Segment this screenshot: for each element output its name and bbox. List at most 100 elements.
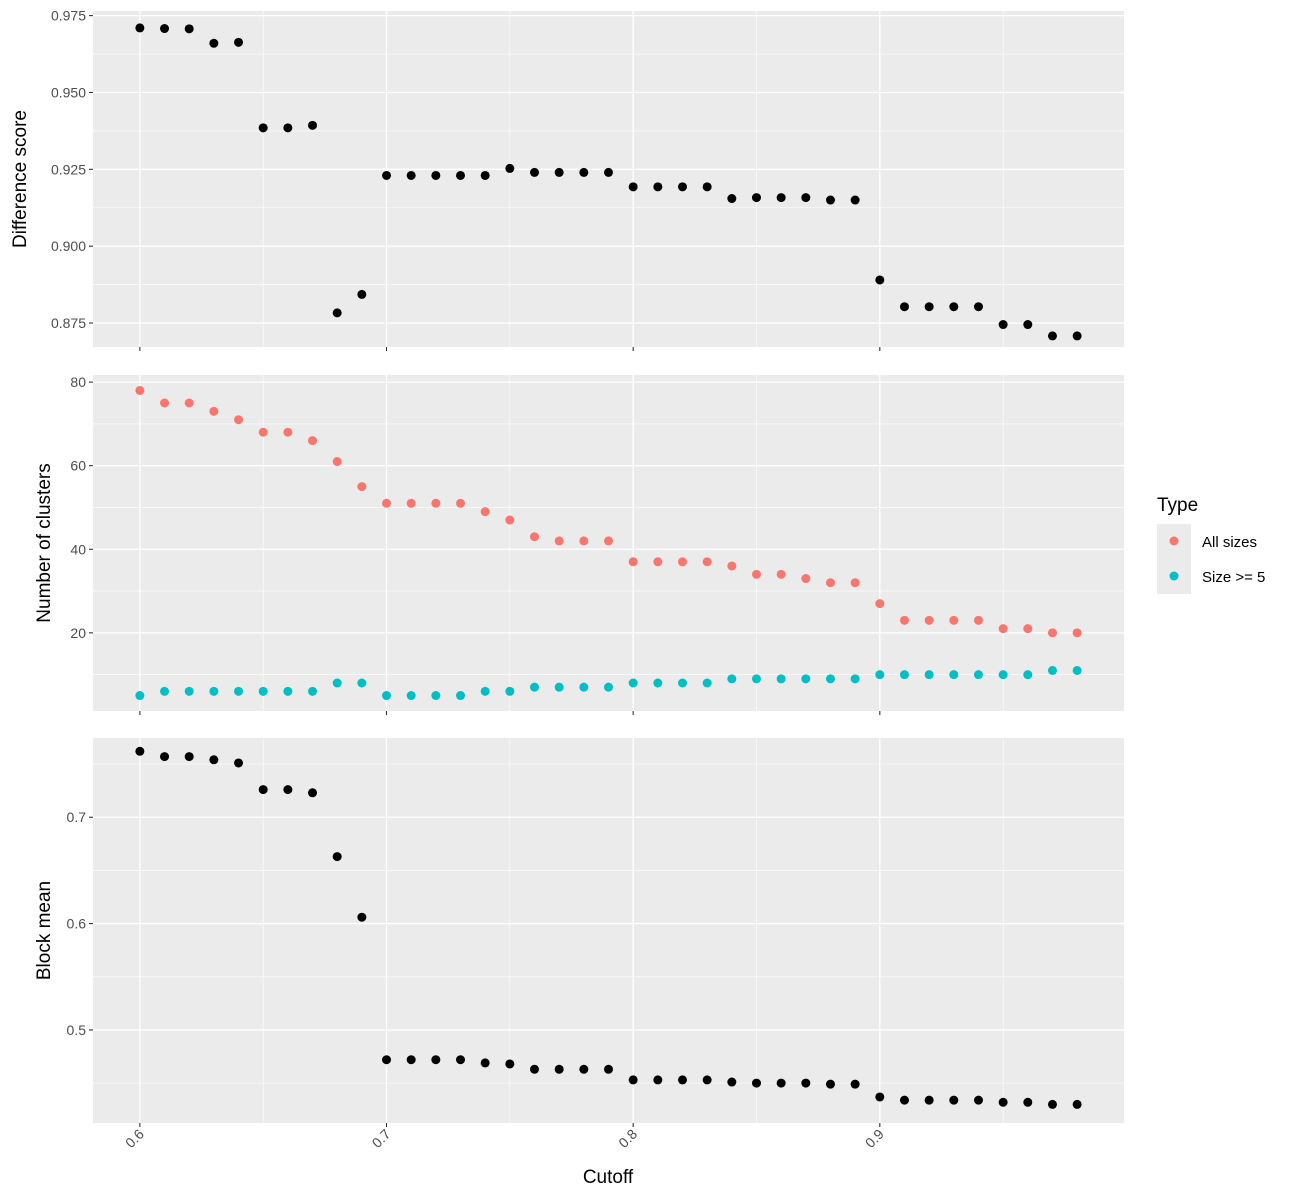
data-point xyxy=(949,1095,959,1105)
y-tick-label: 0.875 xyxy=(51,315,86,331)
data-point xyxy=(283,123,293,133)
x-tick-label: 0.6 xyxy=(122,1126,147,1151)
data-point xyxy=(801,1078,811,1088)
series-size-5 xyxy=(135,665,1082,701)
data-point xyxy=(505,515,515,525)
data-point xyxy=(332,852,342,862)
data-point xyxy=(776,569,786,579)
data-point xyxy=(727,1077,737,1087)
data-point xyxy=(308,686,318,696)
data-point xyxy=(579,167,589,177)
data-point xyxy=(160,752,170,762)
data-point xyxy=(604,1064,613,1074)
data-point xyxy=(456,498,466,508)
data-point xyxy=(209,38,219,48)
data-point xyxy=(382,498,392,508)
data-point xyxy=(431,170,441,180)
data-point xyxy=(604,536,613,546)
data-point xyxy=(406,691,416,701)
data-point xyxy=(234,758,244,768)
legend-key-background xyxy=(1157,524,1191,594)
data-point xyxy=(801,193,811,203)
data-point xyxy=(357,912,367,922)
legend-label-all-sizes: All sizes xyxy=(1202,534,1257,551)
data-point xyxy=(579,682,589,692)
y-tick-label: 0.900 xyxy=(51,238,86,254)
data-point xyxy=(850,1079,860,1089)
data-point xyxy=(480,507,490,517)
data-point xyxy=(530,1064,540,1074)
y-tick-label: 40 xyxy=(70,541,86,557)
data-point xyxy=(973,1095,983,1105)
data-point xyxy=(554,682,564,692)
data-point xyxy=(258,785,268,795)
data-point xyxy=(382,1055,392,1065)
data-point xyxy=(801,674,811,684)
data-point xyxy=(258,427,268,437)
data-point xyxy=(702,1075,712,1085)
data-point xyxy=(727,561,737,571)
data-point xyxy=(1047,1099,1057,1109)
data-point xyxy=(875,670,885,680)
y-tick-label: 20 xyxy=(70,625,86,641)
x-tick-label: 0.8 xyxy=(615,1126,640,1151)
data-point xyxy=(308,436,318,446)
data-point xyxy=(677,678,687,688)
data-point xyxy=(924,302,934,312)
data-point xyxy=(1023,624,1033,634)
data-point xyxy=(751,674,761,684)
data-point xyxy=(949,615,959,625)
data-point xyxy=(135,691,145,701)
data-point xyxy=(751,193,761,203)
data-point xyxy=(628,557,638,567)
data-point xyxy=(431,498,441,508)
data-point xyxy=(751,1078,761,1088)
y-tick-label: 0.975 xyxy=(51,8,86,24)
y-axis-title: Number of clusters xyxy=(34,463,55,622)
data-point xyxy=(505,163,515,173)
data-point xyxy=(628,678,638,688)
data-point xyxy=(184,752,194,762)
data-point xyxy=(998,1097,1008,1107)
data-point xyxy=(924,1095,934,1105)
data-point xyxy=(899,615,909,625)
data-point xyxy=(998,624,1008,634)
data-point xyxy=(382,691,392,701)
data-point xyxy=(949,670,959,680)
data-point xyxy=(924,670,934,680)
data-point xyxy=(505,686,515,696)
data-point xyxy=(801,574,811,584)
data-point xyxy=(184,686,194,696)
series-points xyxy=(135,23,1082,341)
data-point xyxy=(702,678,712,688)
data-point xyxy=(1023,320,1033,330)
data-point xyxy=(850,674,860,684)
x-axis: 0.6 0.7 0.8 0.9 xyxy=(122,1126,887,1151)
data-point xyxy=(677,1075,687,1085)
data-point xyxy=(406,1055,416,1065)
data-point xyxy=(135,746,145,756)
data-point xyxy=(357,289,367,299)
data-point xyxy=(456,170,466,180)
data-point xyxy=(875,275,885,285)
data-point xyxy=(653,182,663,192)
data-point xyxy=(184,24,194,34)
data-point xyxy=(850,195,860,205)
y-tick-label: 0.6 xyxy=(67,916,87,932)
legend-title: Type xyxy=(1157,495,1198,516)
data-point xyxy=(850,578,860,588)
data-point xyxy=(727,194,737,204)
series-all-sizes xyxy=(135,385,1082,638)
data-point xyxy=(258,686,268,696)
y-tick-label: 0.7 xyxy=(67,809,87,825)
legend-key-size-5 xyxy=(1169,571,1179,581)
data-point xyxy=(1072,1099,1082,1109)
data-point xyxy=(653,557,663,567)
data-point xyxy=(653,1075,663,1085)
panel-2: 20 40 60 80 Number of clusters xyxy=(34,374,1124,715)
panel-3: 0.5 0.6 0.7 Block mean xyxy=(34,738,1124,1127)
data-point xyxy=(677,182,687,192)
data-point xyxy=(628,182,638,192)
data-point xyxy=(1047,665,1057,675)
data-point xyxy=(209,686,219,696)
